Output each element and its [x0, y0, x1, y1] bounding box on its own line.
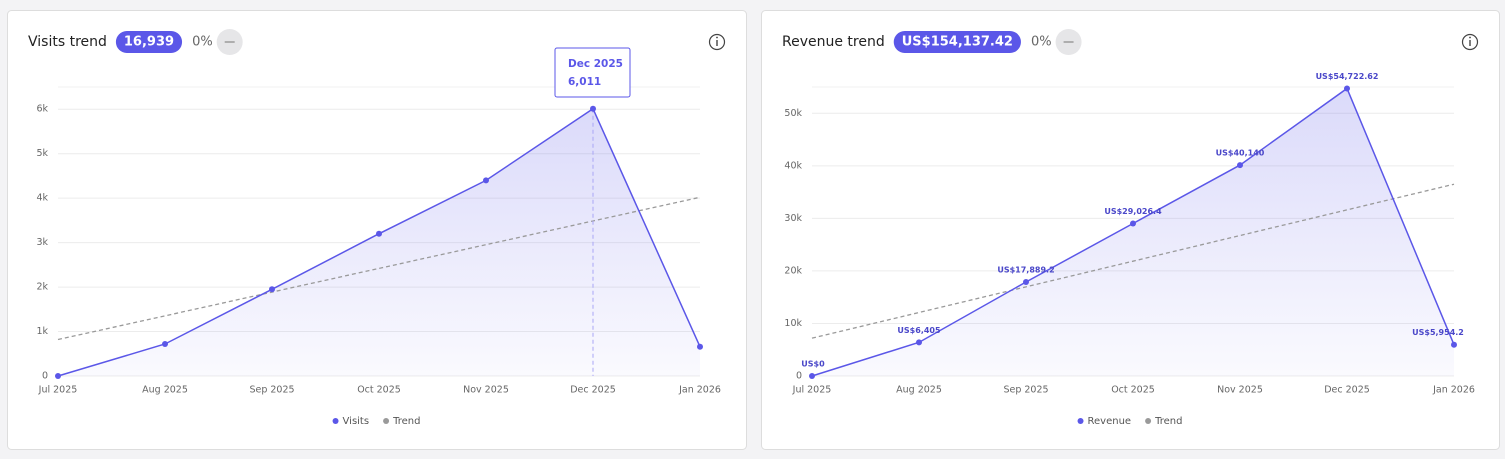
x-tick-label: Dec 2025 [1324, 385, 1370, 396]
data-label: US$17,889.2 [997, 266, 1054, 275]
x-tick-label: Oct 2025 [357, 385, 401, 396]
y-tick-label: 1k [36, 326, 48, 337]
point [269, 286, 275, 293]
y-tick-label: 20k [784, 265, 802, 276]
legend-marker [383, 418, 390, 424]
y-tick-label: 30k [784, 213, 802, 224]
x-tick-label: Aug 2025 [896, 385, 942, 396]
x-tick-label: Jul 2025 [792, 385, 832, 396]
y-tick-label: 0 [42, 371, 48, 382]
y-tick-label: 6k [36, 104, 48, 115]
y-tick-label: 0 [796, 371, 802, 382]
point [590, 105, 596, 112]
data-label: US$0 [801, 360, 825, 369]
point [483, 177, 489, 184]
x-tick-label: Nov 2025 [1217, 385, 1263, 396]
legend-label[interactable]: Trend [392, 416, 420, 427]
point [55, 373, 61, 379]
legend-marker [1145, 418, 1152, 424]
x-tick-label: Jan 2026 [678, 385, 721, 396]
info-icon-dot [716, 36, 718, 39]
tooltip-title: Dec 2025 [568, 58, 623, 70]
x-tick-label: Sep 2025 [1003, 385, 1048, 396]
total-badge [893, 31, 1021, 53]
y-tick-label: 50k [784, 108, 802, 119]
info-icon[interactable] [708, 33, 726, 51]
card-title: Visits trend [28, 34, 107, 50]
y-tick-label: 40k [784, 160, 802, 171]
y-tick-label: 5k [36, 148, 48, 159]
legend-label[interactable]: Visits [343, 416, 370, 427]
x-tick-label: Jan 2026 [1432, 385, 1475, 396]
trend-line [811, 183, 1455, 339]
point [1344, 85, 1350, 92]
card-title: Revenue trend [782, 34, 885, 50]
legend-marker [1077, 418, 1084, 424]
change-value: 0% [192, 35, 213, 50]
point [376, 230, 382, 237]
y-tick-label: 10k [784, 318, 802, 329]
data-label: US$40,140 [1216, 149, 1265, 158]
legend-label[interactable]: Revenue [1088, 416, 1132, 427]
total-value: 16,939 [124, 35, 174, 50]
x-tick-label: Sep 2025 [249, 385, 294, 396]
x-tick-label: Nov 2025 [463, 385, 509, 396]
x-tick-label: Jul 2025 [38, 385, 78, 396]
info-icon[interactable] [1461, 33, 1479, 51]
legend-marker [332, 418, 339, 424]
point [916, 339, 922, 346]
point [1023, 279, 1029, 286]
info-icon-dot [1469, 36, 1471, 39]
data-label: US$6,405 [897, 326, 941, 335]
data-label: US$29,026.4 [1104, 207, 1162, 216]
y-tick-label: 4k [36, 193, 48, 204]
legend-label[interactable]: Trend [1154, 416, 1182, 427]
area [812, 88, 1454, 376]
tooltip-value: 6,011 [568, 76, 601, 88]
point [1130, 220, 1136, 227]
area [58, 108, 700, 376]
x-tick-label: Oct 2025 [1111, 385, 1155, 396]
total-value: US$154,137.42 [902, 35, 1013, 50]
point [1237, 162, 1243, 169]
y-tick-label: 2k [36, 282, 48, 293]
y-tick-label: 3k [36, 237, 48, 248]
x-tick-label: Dec 2025 [570, 385, 616, 396]
point [809, 373, 815, 379]
x-tick-label: Aug 2025 [142, 385, 188, 396]
data-label: US$54,722.62 [1316, 72, 1379, 81]
change-value: 0% [1031, 35, 1052, 50]
data-label: US$5,954.2 [1412, 328, 1464, 337]
point [697, 343, 703, 350]
total-badge [115, 31, 183, 53]
point [162, 340, 168, 347]
point [1451, 341, 1457, 348]
tooltip-box [554, 47, 631, 98]
